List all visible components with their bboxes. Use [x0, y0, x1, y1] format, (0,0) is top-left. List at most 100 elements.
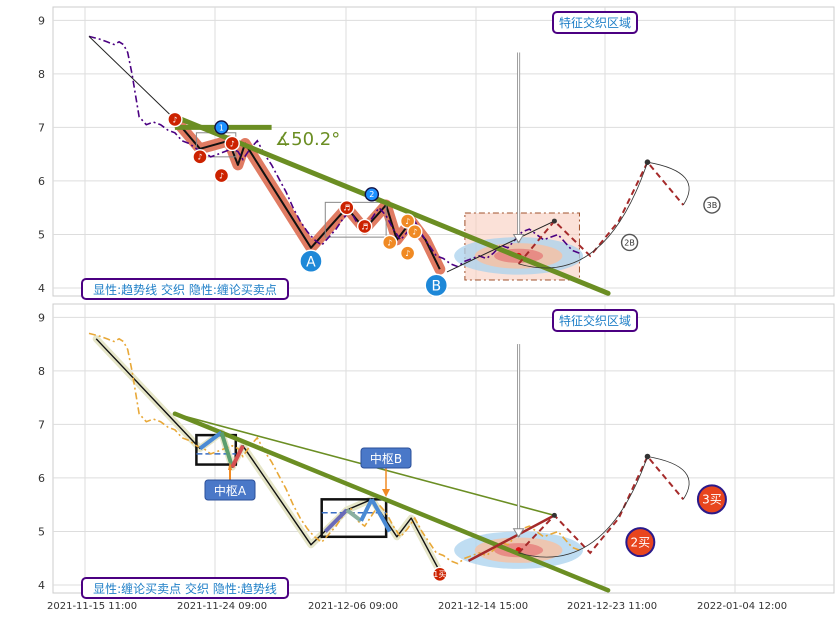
marker-label: 2B [624, 238, 635, 247]
marker-label: ♪ [172, 115, 177, 124]
x-tick-label: 2021-11-15 11:00 [47, 601, 137, 612]
bottom-frame [52, 303, 835, 594]
bottom-zone-label-text: 特征交织区域 [559, 313, 631, 328]
marker-big_blue [299, 249, 323, 273]
entry-line [446, 220, 555, 273]
marker-red [432, 566, 448, 582]
top-ytick-label: 9 [38, 14, 45, 27]
projection-arc [518, 162, 648, 269]
bottom-ytick-label: 8 [38, 365, 45, 378]
bottom-ytick-label: 7 [38, 418, 45, 431]
marker-red [339, 199, 355, 216]
top-zone-label-text: 特征交织区域 [559, 15, 631, 30]
x-tick-label: 2021-12-23 11:00 [567, 601, 657, 612]
pivot-b-stroke [370, 498, 392, 533]
angle-label: ∡50.2° [275, 129, 340, 150]
marker-label: ♪ [405, 217, 410, 226]
pivot-b-callout: 中枢B [360, 447, 412, 469]
marker-label: 1买 [433, 570, 446, 579]
price-line [88, 35, 580, 268]
bottom-panel: 4 5 6 7 8 9 1买 2买 3买 [38, 303, 835, 594]
marker-blue [214, 120, 229, 135]
marker-label: B [431, 278, 441, 294]
trend-main [172, 411, 611, 593]
marker-label: 3B [707, 201, 718, 210]
x-tick-label: 2022-01-04 12:00 [697, 601, 787, 612]
x-tick-label: 2021-12-06 09:00 [308, 601, 398, 612]
projection-arc [518, 456, 648, 558]
marker-ghost [620, 233, 639, 252]
marker-ghost [703, 196, 721, 214]
pivot-a-stroke [198, 430, 223, 451]
zone-arrow-head [512, 528, 525, 538]
top-ytick-label: 4 [38, 282, 45, 295]
bottom-ytick-label: 4 [38, 579, 45, 592]
pivot-box-2 [320, 498, 388, 539]
marker-red [213, 167, 230, 184]
marker-red [356, 218, 373, 235]
marker-label: ♪ [412, 228, 417, 237]
marker-label: ♬ [361, 222, 368, 231]
marker-orange [382, 234, 398, 251]
bottom-legend-text: 显性:缠论买卖点 交织 隐性:趋势线 [93, 581, 277, 596]
pivot-b-arrow [382, 489, 390, 497]
marker-orange [399, 213, 416, 229]
bottom-ytick-label: 5 [38, 525, 45, 538]
marker-label: ♪ [197, 153, 202, 162]
pivot-b-stroke [359, 498, 374, 522]
top-frame [52, 6, 835, 297]
projection-dot [551, 218, 557, 224]
x-tick-label: 2021-11-24 09:00 [177, 601, 267, 612]
marker-label: 3买 [702, 493, 722, 507]
entry-line [467, 514, 555, 563]
pivot-a-label: 中枢A [214, 483, 247, 498]
marker-label: A [306, 254, 316, 270]
marker-label: ♪ [387, 238, 392, 247]
marker-label: 2买 [630, 535, 650, 549]
marker-red [192, 149, 208, 165]
marker-red [167, 111, 183, 128]
projection-line [517, 160, 685, 265]
x-axis-ticks: 2021-11-15 11:00 2021-11-24 09:00 2021-12-… [47, 601, 787, 612]
marker-orange [407, 224, 423, 240]
marker-label: 2 [369, 190, 374, 199]
zone-arrow-head [512, 233, 525, 244]
pivot-box-2 [324, 201, 387, 238]
marker-big_blue [424, 273, 448, 297]
marker-orange [399, 245, 416, 261]
marker-buy [625, 527, 656, 558]
bottom-legend: 显性:缠论买卖点 交织 隐性:趋势线 [81, 577, 289, 599]
top-ytick-label: 7 [38, 121, 45, 134]
projection-arc-2 [647, 161, 690, 206]
marker-label: ♪ [405, 249, 410, 258]
marker-blue [364, 187, 380, 202]
projection-line [517, 454, 685, 555]
pivot-a-stroke [230, 444, 245, 469]
top-ytick-label: 8 [38, 68, 45, 81]
bottom-ytick-label: 9 [38, 311, 45, 324]
bottom-zone-label: 特征交织区域 [552, 309, 638, 332]
top-zone-label: 特征交织区域 [552, 11, 638, 34]
marker-label: ♬ [343, 204, 350, 213]
pivot-b-stroke [323, 508, 349, 533]
top-legend: 显性:趋势线 交织 隐性:缠论买卖点 [81, 278, 289, 300]
top-ytick-label: 6 [38, 175, 45, 188]
marker-buy [696, 484, 727, 515]
top-ytick-label: 5 [38, 228, 45, 241]
marker-red [224, 135, 240, 152]
projection-dot [551, 512, 557, 518]
bottom-ytick-label: 6 [38, 472, 45, 485]
marker-label: ♪ [219, 171, 224, 180]
x-tick-label: 2021-12-14 15:00 [438, 601, 528, 612]
marker-label: 1 [219, 123, 224, 132]
top-legend-text: 显性:趋势线 交织 隐性:缠论买卖点 [93, 282, 277, 297]
lead-line [88, 36, 176, 120]
pivot-a-callout: 中枢A [204, 479, 256, 501]
pivot-b-label: 中枢B [370, 451, 402, 466]
projection-arc-2 [647, 456, 690, 500]
trend-main [172, 114, 611, 296]
marker-label: ♪ [230, 139, 235, 148]
pivot-b-stroke [345, 508, 363, 523]
